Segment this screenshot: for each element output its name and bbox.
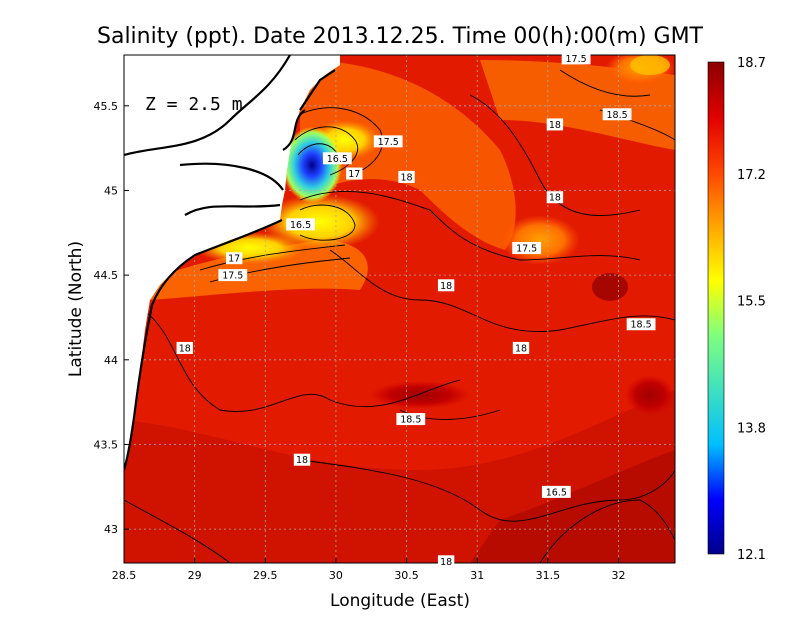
contour-label: 17 xyxy=(346,167,363,180)
x-axis-label: Longitude (East) xyxy=(330,591,470,611)
contour-label-text: 17 xyxy=(228,254,240,265)
contour-label-text: 17.5 xyxy=(222,271,243,282)
contour-label-box xyxy=(322,152,352,165)
land-mask xyxy=(124,55,340,471)
contour-label-box xyxy=(546,118,564,131)
x-tick-label: 31.5 xyxy=(536,569,561,582)
y-axis-label: Latitude (North) xyxy=(66,241,86,377)
contour-label-box xyxy=(293,453,311,466)
contour-label: 17.5 xyxy=(561,52,591,65)
contour-label: 18 xyxy=(437,279,455,292)
colorbar-tick-label: 17.2 xyxy=(737,168,766,183)
contour-label-box xyxy=(286,218,316,231)
contour-label-text: 16.5 xyxy=(546,487,567,498)
colorbar-tick-label: 15.5 xyxy=(737,295,766,310)
contour-label-box xyxy=(561,52,591,65)
contour-label-text: 18.5 xyxy=(631,320,652,331)
contour-label-box xyxy=(546,191,564,204)
contour-label-text: 18 xyxy=(440,557,452,568)
y-tick-label: 45.5 xyxy=(94,100,119,113)
y-tick-label: 43 xyxy=(104,523,118,536)
contour-label: 17.5 xyxy=(373,135,403,148)
contour-label: 17 xyxy=(226,252,243,265)
colorbar-tick-label: 18.7 xyxy=(737,56,766,71)
contour-label: 16.5 xyxy=(322,152,352,165)
colorbar-tick-label: 13.8 xyxy=(737,421,766,436)
contour-label-text: 17.5 xyxy=(378,137,399,148)
contour-label-box xyxy=(396,413,426,426)
y-tick-label: 43.5 xyxy=(94,438,119,451)
contour-label-box xyxy=(346,167,363,180)
contour-label: 18 xyxy=(176,341,193,354)
x-tick-label: 28.5 xyxy=(112,569,137,582)
contour-label-text: 18 xyxy=(515,343,527,354)
contour-label: 18 xyxy=(293,453,311,466)
contour-label-text: 17 xyxy=(348,169,360,180)
chart-title: Salinity (ppt). Date 2013.12.25. Time 00… xyxy=(97,24,704,49)
contour-label-box xyxy=(226,252,243,265)
contour-label: 18 xyxy=(546,118,564,131)
y-ticks: 43 43.5 44 44.5 45 45.5 xyxy=(94,100,129,536)
contour-label-box xyxy=(373,135,403,148)
colorbar: 18.7 17.2 15.5 13.8 12.1 xyxy=(707,56,766,563)
contour-label: 18.5 xyxy=(602,108,632,121)
contour-label: 18 xyxy=(437,555,455,568)
x-tick-label: 29 xyxy=(188,569,202,582)
contour-label: 18 xyxy=(512,341,530,354)
contour-label-text: 18.5 xyxy=(400,415,421,426)
y-tick-label: 44.5 xyxy=(94,269,119,282)
contour-label-text: 18 xyxy=(549,120,561,131)
y-tick-label: 44 xyxy=(104,354,118,367)
contour-label: 18.5 xyxy=(626,318,656,331)
contour-label-box xyxy=(512,242,542,255)
contour-label-box xyxy=(437,279,455,292)
contour-label: 18.5 xyxy=(396,413,426,426)
contour-label: 16.5 xyxy=(286,218,316,231)
x-tick-label: 30.5 xyxy=(394,569,419,582)
colorbar-scale xyxy=(707,61,725,555)
contour-label: 18 xyxy=(398,170,415,183)
depth-annotation: Z = 2.5 m xyxy=(145,94,243,115)
contour-label-box xyxy=(602,108,632,121)
contour-label-box xyxy=(626,318,656,331)
contour-label: 17.5 xyxy=(512,242,542,255)
x-ticks: 28.5 29 29.5 30 30.5 31 31.5 32 xyxy=(112,558,625,582)
y-tick-label: 45 xyxy=(104,184,118,197)
x-tick-label: 32 xyxy=(611,569,625,582)
contour-label-box xyxy=(541,485,571,498)
x-tick-label: 31 xyxy=(470,569,484,582)
contour-label: 17.5 xyxy=(218,269,248,282)
x-tick-label: 30 xyxy=(329,569,343,582)
contour-label-box xyxy=(398,170,415,183)
contour-label-text: 18.5 xyxy=(606,110,627,121)
contour-label-box xyxy=(437,555,455,568)
plot-frame xyxy=(123,54,676,564)
contour-label-text: 18 xyxy=(296,455,308,466)
contour-label: 18 xyxy=(546,191,564,204)
contour-label-box xyxy=(218,269,248,282)
contour-label-box xyxy=(176,341,193,354)
contour-label-text: 17.5 xyxy=(516,244,537,255)
contour-label-text: 17.5 xyxy=(566,54,587,65)
contour-label: 16.5 xyxy=(541,485,571,498)
colorbar-ticks: 18.7 17.2 15.5 13.8 12.1 xyxy=(737,56,766,563)
contour-label-text: 16.5 xyxy=(327,154,348,165)
contour-label-text: 16.5 xyxy=(290,220,311,231)
contour-label-text: 18 xyxy=(401,172,413,183)
contour-label-box xyxy=(512,341,530,354)
contour-label-text: 18 xyxy=(549,193,561,204)
contour-label-text: 18 xyxy=(179,343,191,354)
colorbar-tick-label: 12.1 xyxy=(737,548,766,563)
x-tick-label: 29.5 xyxy=(253,569,278,582)
contour-label-text: 18 xyxy=(440,281,452,292)
